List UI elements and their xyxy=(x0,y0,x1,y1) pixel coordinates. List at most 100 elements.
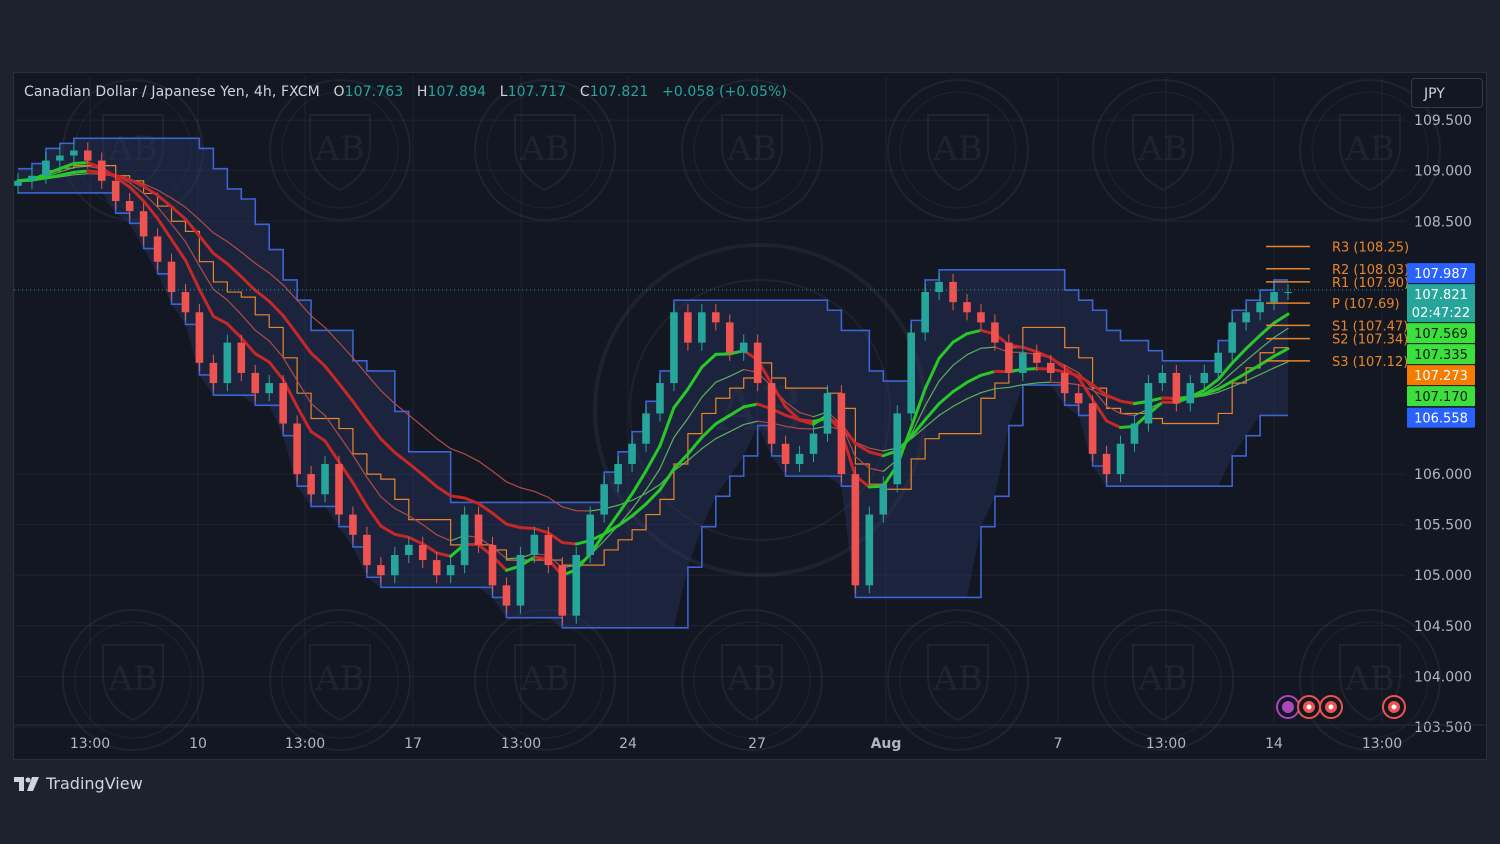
fast-ma-line xyxy=(700,352,718,369)
candle-body xyxy=(42,160,50,176)
candle-body xyxy=(460,514,469,566)
x-tick-label: 7 xyxy=(1054,736,1063,752)
slow-ma-line xyxy=(407,461,425,477)
candle-body xyxy=(502,585,511,606)
fast-ma-line xyxy=(1105,419,1123,429)
fast-ma-line xyxy=(211,314,229,326)
mid-ma-thin xyxy=(296,380,312,405)
mid-ma-thin xyxy=(324,414,340,436)
candle-body xyxy=(125,201,134,212)
candle-body xyxy=(935,281,943,293)
candle-body xyxy=(209,362,218,384)
candle-body xyxy=(1214,352,1223,373)
slow-ma-thin xyxy=(143,183,159,191)
y-tick-label: 105.500 xyxy=(1414,518,1472,534)
slow-ma-line xyxy=(672,452,690,471)
slow-ma-thin xyxy=(1022,382,1038,386)
slow-ma-thin xyxy=(184,206,201,221)
event-icon xyxy=(1276,695,1300,719)
slow-ma-line xyxy=(951,380,969,394)
fast-ma-line xyxy=(951,332,969,344)
mid-ma-thin xyxy=(73,165,89,169)
fast-ma-line xyxy=(672,387,690,410)
fast-ma-line xyxy=(1244,333,1262,351)
fast-ma-line xyxy=(156,216,174,241)
slow-ma-thin xyxy=(1231,380,1247,388)
price-tag xyxy=(1407,386,1475,407)
candle-body xyxy=(1186,383,1195,404)
fast-ma-line xyxy=(1230,347,1248,365)
candle-body xyxy=(1102,453,1111,475)
slow-ma-thin xyxy=(519,487,535,493)
candle-body xyxy=(279,383,287,424)
slow-ma-thin xyxy=(1259,367,1275,376)
candle-body xyxy=(656,383,664,414)
slow-ma-line xyxy=(128,178,146,188)
slow-ma-line xyxy=(421,473,439,489)
tradingview-brand[interactable]: TradingView xyxy=(14,774,143,793)
upper-band-line xyxy=(18,137,1288,504)
slow-ma-thin xyxy=(1217,386,1233,393)
slow-ma-thin xyxy=(687,448,703,462)
slow-ma-thin xyxy=(268,272,284,286)
slow-ma-thin xyxy=(505,481,522,489)
svg-text:AB: AB xyxy=(519,659,570,699)
event-icons xyxy=(1276,695,1406,719)
candle-body xyxy=(698,312,706,343)
candle-body xyxy=(614,463,622,485)
fast-ma-line xyxy=(351,481,369,508)
channel-fill xyxy=(18,138,1288,628)
mid-ma-thin xyxy=(910,405,926,435)
fast-ma-line xyxy=(1272,312,1290,325)
slow-ma-thin xyxy=(1273,361,1289,369)
fast-ma-line xyxy=(365,504,383,528)
slow-ma-thin xyxy=(1036,381,1052,384)
high-value: 107.894 xyxy=(427,84,487,100)
candle-body xyxy=(963,302,971,313)
slow-ma-line xyxy=(435,485,453,498)
slow-ma-line xyxy=(491,511,508,526)
y-tick-label: 109.000 xyxy=(1414,164,1472,180)
candle-body xyxy=(949,281,957,303)
watermark-logo: AB xyxy=(1299,79,1441,221)
candle-body xyxy=(851,474,860,586)
fast-ma-line xyxy=(379,524,397,536)
currency-button[interactable]: JPY xyxy=(1411,78,1483,108)
watermark-logo: AB xyxy=(887,609,1029,751)
slow-ma-line xyxy=(337,382,355,403)
tradingview-logo-icon xyxy=(14,776,39,791)
pivot-label: S2 (107.34) xyxy=(1332,333,1408,348)
candle-body xyxy=(1088,403,1097,454)
candle-body xyxy=(516,555,525,606)
x-tick-label: 10 xyxy=(189,736,207,752)
candle-body xyxy=(251,372,260,394)
slow-ma-thin xyxy=(422,425,438,440)
mid-ma-thin xyxy=(212,288,228,301)
mid-ma-thin xyxy=(59,166,75,173)
slow-ma-line xyxy=(239,275,257,292)
slow-ma-line xyxy=(211,251,229,266)
candle-body xyxy=(1228,322,1236,353)
svg-text:AB: AB xyxy=(1137,129,1188,169)
slow-ma-line xyxy=(156,193,174,209)
mid-ma-thin xyxy=(1217,371,1233,386)
slow-ma-line xyxy=(351,399,369,423)
candle-body xyxy=(781,443,790,464)
close-value: 107.821 xyxy=(589,84,649,100)
fast-ma-line xyxy=(267,360,285,382)
mid-ma-thin xyxy=(156,206,173,225)
candle-body xyxy=(684,312,692,343)
candle-body xyxy=(418,544,427,561)
candle-body xyxy=(1032,352,1041,363)
mid-ma-thin xyxy=(1273,327,1289,339)
slow-ma-thin xyxy=(1203,391,1219,397)
mid-ma-thin xyxy=(254,329,270,342)
candle-body xyxy=(991,322,999,343)
fast-ma-line xyxy=(965,328,983,336)
slow-ma-thin xyxy=(980,388,996,394)
watermark-logo: AB xyxy=(1092,79,1234,221)
slow-ma-line xyxy=(72,169,90,174)
slow-ma-thin xyxy=(394,403,410,416)
fast-ma-line xyxy=(1049,356,1067,370)
